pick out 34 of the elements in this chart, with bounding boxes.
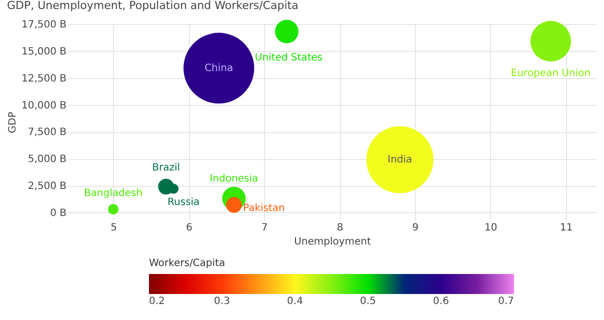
x-tick-label: 8: [336, 222, 344, 234]
y-tick-label: 10,000 B: [21, 100, 67, 112]
series-label: India: [388, 154, 412, 166]
y-tick-label: 17,500 B: [21, 20, 67, 30]
series-label: Pakistan: [243, 202, 285, 214]
x-tick-label: 9: [412, 222, 419, 234]
series-label: European Union: [510, 68, 591, 80]
series-label: Indonesia: [210, 173, 258, 184]
color-bar-label: 0.5: [360, 296, 376, 307]
y-tick-label: 15,000 B: [21, 46, 67, 58]
x-axis-title: Unemployment: [294, 236, 372, 248]
color-bar-label: 0.6: [433, 296, 449, 307]
color-bar-title: Workers/Capita: [149, 258, 226, 269]
y-tick-label: 5,000 B: [28, 154, 67, 166]
series-label: Bangladesh: [84, 188, 143, 200]
y-tick-label: 12,500 B: [21, 73, 67, 84]
x-tick-label: 6: [186, 222, 192, 234]
color-bar-label: 0.7: [498, 296, 514, 307]
x-tick-label: 10: [484, 222, 498, 234]
color-bar-label: 0.3: [214, 296, 230, 307]
x-tick-label: 7: [261, 222, 268, 234]
y-axis-title: GDP: [7, 112, 18, 134]
y-tick-label: 0 B: [50, 208, 67, 219]
x-tick-label: 5: [110, 222, 117, 234]
y-tick-label: 7,500 B: [28, 127, 67, 138]
chart-title: GDP, Unemployment, Population and Workers/Capita: [6, 0, 298, 12]
color-bar-label: 0.4: [287, 296, 303, 307]
series-label: Russia: [168, 196, 200, 208]
series-label: China: [204, 63, 234, 74]
y-tick-label: 2,500 B: [28, 181, 67, 192]
color-bar-label: 0.2: [149, 296, 165, 307]
series-label: United States: [254, 52, 323, 64]
series-label: Brazil: [152, 162, 180, 174]
x-tick-label: 11: [560, 222, 573, 234]
